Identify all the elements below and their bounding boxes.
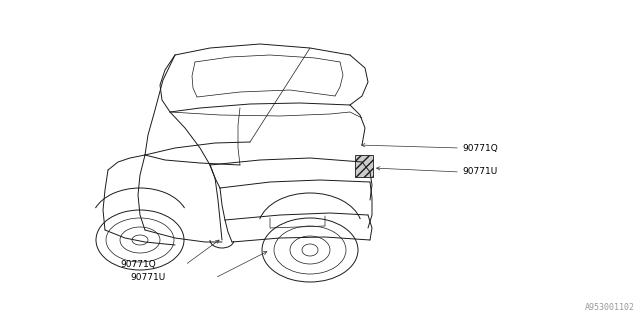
Text: 90771Q: 90771Q — [462, 143, 498, 153]
Bar — [355, 155, 373, 177]
Text: A953001102: A953001102 — [585, 303, 635, 312]
Text: 90771U: 90771U — [462, 167, 497, 177]
Text: 90771U: 90771U — [130, 274, 165, 283]
Text: 90771Q: 90771Q — [120, 260, 156, 269]
